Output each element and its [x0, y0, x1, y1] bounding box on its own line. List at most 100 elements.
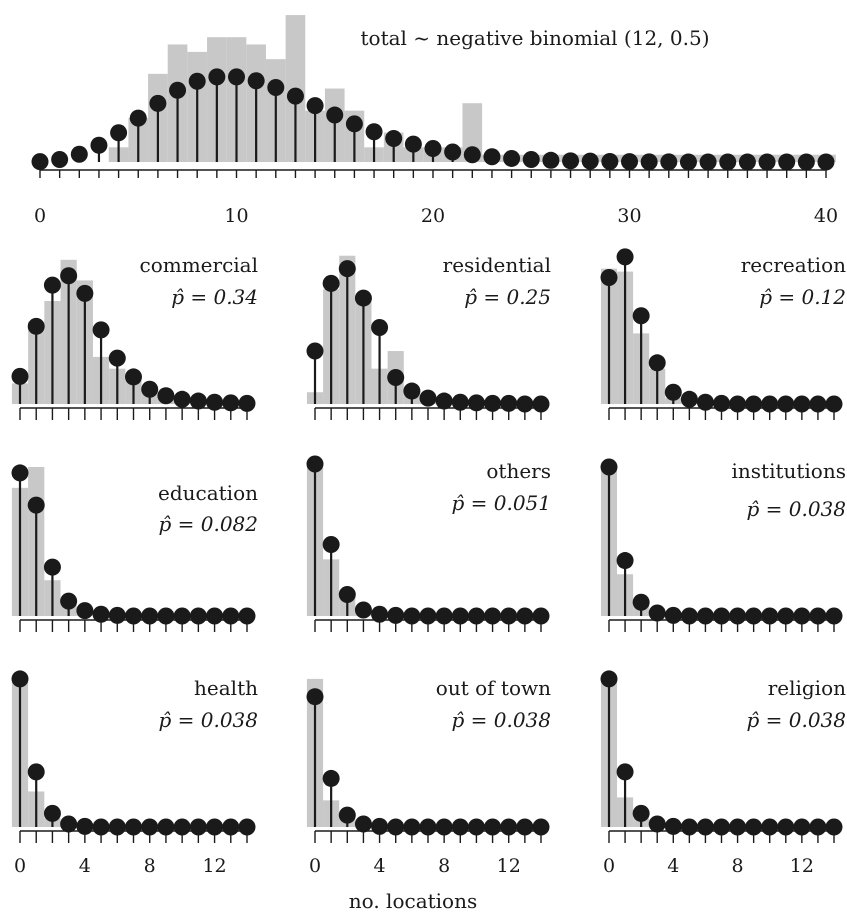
lollipop-point — [777, 395, 795, 413]
lollipop-point — [699, 153, 717, 171]
lollipop-point — [648, 815, 666, 833]
lollipop-point — [326, 106, 344, 124]
lollipop-point — [354, 289, 372, 307]
lollipop-point — [27, 317, 45, 335]
lollipop-point — [92, 818, 110, 836]
chart-panel-institutions: institutions p̂ = 0.038 — [600, 458, 846, 632]
lollipop-point — [467, 607, 485, 625]
lollipop-point — [322, 274, 340, 292]
chart-panel-education: education p̂ = 0.082 — [11, 464, 258, 632]
x-tick-label: 8 — [732, 855, 744, 877]
lollipop-point — [680, 818, 698, 836]
lollipop-point — [387, 818, 405, 836]
lollipop-point — [664, 383, 682, 401]
lollipop-point — [797, 153, 815, 171]
x-tick-label: 12 — [497, 855, 521, 877]
panel-title: residential — [443, 253, 551, 277]
lollipop-point — [365, 123, 383, 141]
lollipop-point — [516, 395, 534, 413]
lollipop-point — [371, 817, 389, 835]
lollipop-point — [679, 153, 697, 171]
lollipop-point — [247, 72, 265, 90]
lollipop-point — [43, 558, 61, 576]
lollipop-point — [616, 248, 634, 266]
lollipop-point — [660, 153, 678, 171]
lollipop-point — [696, 607, 714, 625]
lollipop-point — [387, 606, 405, 624]
lollipop-point — [306, 688, 324, 706]
panel-title: recreation — [741, 253, 846, 277]
lollipop-point — [11, 670, 29, 688]
lollipop-point — [648, 604, 666, 622]
lollipop-point — [761, 607, 779, 625]
x-tick-label: 12 — [790, 855, 814, 877]
lollipop-point — [532, 818, 550, 836]
lollipop-point — [141, 380, 159, 398]
lollipop-point — [435, 818, 453, 836]
lollipop-point — [713, 607, 730, 625]
lollipop-point — [809, 395, 827, 413]
lollipop-point — [206, 393, 224, 411]
lollipop-point — [581, 152, 599, 170]
lollipop-point — [43, 804, 61, 822]
chart-panel-recreation: recreation p̂ = 0.12 — [600, 248, 846, 420]
lollipop-point — [338, 586, 356, 604]
x-tick-label: 8 — [438, 855, 450, 877]
lollipop-point — [371, 605, 389, 623]
lollipop-point — [809, 818, 827, 836]
p-hat-value: p̂ = 0.038 — [746, 708, 846, 732]
lollipop-point — [745, 395, 763, 413]
lollipop-point — [141, 818, 159, 836]
lollipop-point — [817, 153, 835, 171]
lollipop-point — [616, 552, 634, 570]
lollipop-point — [322, 769, 340, 787]
lollipop-point — [238, 394, 256, 412]
lollipop-point — [793, 818, 811, 836]
lollipop-point — [125, 368, 142, 386]
lollipop-point — [467, 394, 485, 412]
lollipop-point — [110, 124, 128, 142]
lollipop-point — [761, 395, 779, 413]
lollipop-point — [11, 464, 29, 482]
lollipop-point — [484, 394, 502, 412]
lollipop-point — [267, 79, 285, 97]
lollipop-point — [600, 268, 618, 286]
lollipop-point — [435, 607, 453, 625]
lollipop-point — [719, 153, 737, 171]
chart-panel-out-of-town: 0 4 8 12 out of town p̂ = 0.038 — [306, 676, 551, 877]
p-hat-value: p̂ = 0.082 — [158, 512, 258, 536]
lollipop-point — [825, 395, 843, 413]
lollipop-point — [758, 153, 776, 171]
lollipop-point — [793, 607, 811, 625]
lollipop-point — [680, 607, 698, 625]
lollipop-point — [424, 139, 442, 157]
lollipop-point — [503, 149, 521, 167]
p-hat-value: p̂ = 0.038 — [451, 708, 551, 732]
lollipop-point — [632, 307, 650, 325]
lollipop-point — [713, 394, 730, 412]
lollipop-point — [500, 394, 518, 412]
x-tick-label: 4 — [374, 855, 386, 877]
lollipop-point — [825, 607, 843, 625]
lollipop-point — [404, 135, 422, 153]
lollipop-point — [322, 535, 340, 553]
lollipop-point — [825, 818, 843, 836]
lollipop-point — [141, 607, 159, 625]
lollipop-point — [500, 607, 518, 625]
lollipop-point — [516, 818, 534, 836]
chart-panel-others: others p̂ = 0.051 — [306, 455, 551, 632]
lollipop-point — [108, 818, 126, 836]
chart-panel-health: 0 4 8 12 health p̂ = 0.038 — [11, 670, 258, 877]
panel-title: religion — [768, 676, 846, 700]
lollipop-point — [206, 818, 224, 836]
p-hat-value: p̂ = 0.25 — [464, 285, 551, 309]
lollipop-point — [43, 276, 61, 294]
chart-panel-commercial: commercial p̂ = 0.34 — [11, 253, 258, 420]
lollipop-point — [149, 94, 167, 112]
lollipop-point — [354, 815, 372, 833]
x-tick-label: 40 — [814, 205, 838, 227]
lollipop-point — [60, 267, 78, 285]
lollipop-point — [222, 394, 240, 412]
